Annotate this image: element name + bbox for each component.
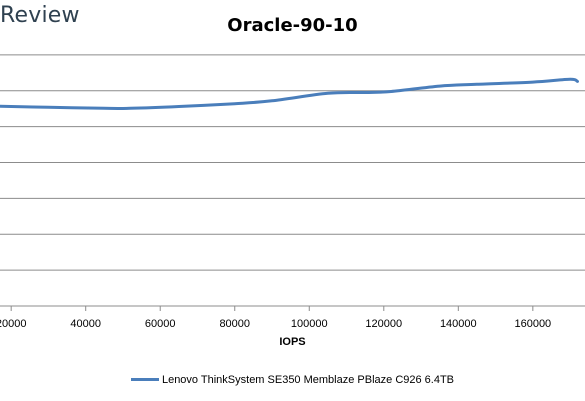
legend-swatch <box>130 377 159 381</box>
x-tick-label: 100000 <box>291 318 328 330</box>
legend: Lenovo ThinkSystem SE350 Memblaze PBlaze… <box>0 374 585 386</box>
series-line-1 <box>0 77 579 110</box>
x-tick-label: 20000 <box>0 318 26 330</box>
x-axis-ticks: 20000 40000 60000 80000 100000 120000 140000 16… <box>0 306 551 330</box>
series-group <box>0 77 579 110</box>
gridlines <box>0 54 585 271</box>
chart-title: Oracle-90-10 <box>227 15 358 36</box>
x-tick-label: 40000 <box>70 318 101 330</box>
watermark-logo: Review <box>0 3 80 28</box>
legend-label: Lenovo ThinkSystem SE350 Memblaze PBlaze… <box>161 374 455 386</box>
x-tick-label: 160000 <box>514 318 551 330</box>
x-tick-label: 120000 <box>365 318 402 330</box>
x-tick-label: 80000 <box>219 318 250 330</box>
x-tick-label: 60000 <box>145 318 176 330</box>
x-tick-label: 140000 <box>440 318 477 330</box>
x-axis-label: IOPS <box>279 336 306 348</box>
